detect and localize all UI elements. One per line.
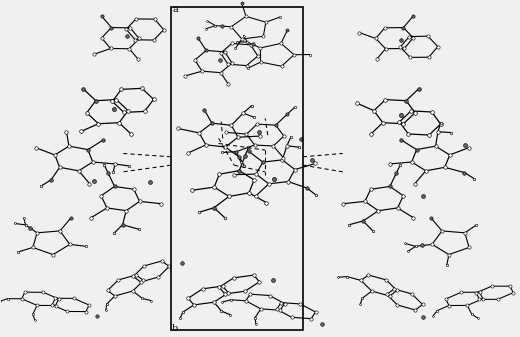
Text: b: b bbox=[172, 324, 178, 333]
Bar bbox=[171, 7, 303, 330]
Text: a: a bbox=[172, 5, 178, 14]
